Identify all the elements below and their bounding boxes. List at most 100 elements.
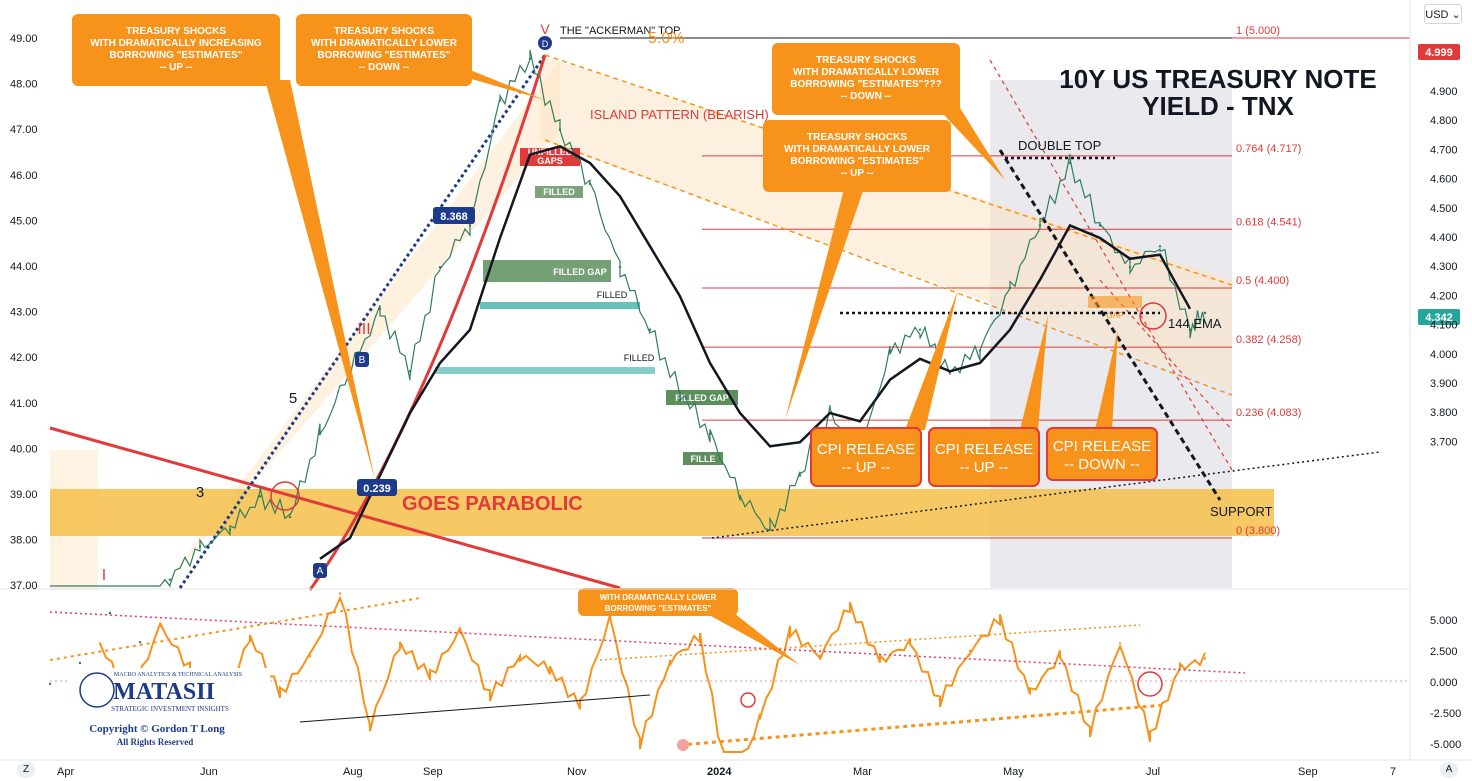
price-point [498, 99, 502, 102]
cpi-3-pointer [1095, 330, 1118, 430]
y-tick-left: 45.00 [10, 215, 38, 227]
callout-3-line-1: TREASURY SHOCKS [816, 55, 916, 66]
price-point [528, 57, 532, 61]
x-tick: May [1003, 766, 1024, 778]
y-tick-left: 46.00 [10, 170, 38, 182]
price-point [138, 640, 142, 644]
filled-box-1 [535, 186, 583, 198]
price-point [888, 349, 892, 352]
osc-y-tick: -2.500 [1430, 708, 1461, 720]
callout-1-line-3: BORROWING "ESTIMATES" [109, 50, 242, 61]
callout-2-box [296, 14, 472, 86]
pivot-a-label: A [317, 566, 324, 577]
unfilled-gaps-label-1: UNFILLED [528, 147, 573, 157]
cpi-boxes: CPI RELEASE -- UP -- CPI RELEASE -- UP -… [810, 290, 1158, 487]
osc-y-tick: 5.000 [1430, 615, 1458, 627]
oscillator-point [1028, 692, 1032, 695]
y-tick-right: 4.000 [1430, 349, 1458, 361]
cpi-2-box [928, 427, 1040, 487]
oscillator-point [338, 592, 342, 595]
wave-I-label: I [102, 567, 106, 584]
oscillator-point [158, 624, 162, 628]
price-point [468, 224, 472, 227]
callout-5-box [578, 588, 738, 616]
fib-label: 0 (3.800) [1236, 525, 1280, 537]
callout-4-line-3: BORROWING "ESTIMATES" [790, 156, 923, 167]
zoom-button[interactable]: Z [17, 762, 35, 778]
oscillator-point [248, 634, 252, 638]
y-tick-left: 38.00 [10, 535, 38, 547]
pivot-b-marker [355, 352, 369, 367]
matasii-logo: MACRO ANALYTICS & TECHNICAL ANALYSIS MAT… [70, 668, 270, 748]
oscillator-point [1148, 734, 1152, 738]
oscillator-point [878, 659, 882, 663]
cpi-1-line-2: -- UP -- [842, 459, 891, 476]
currency-button[interactable]: USD ⌄ [1424, 4, 1462, 24]
price-point [1038, 224, 1042, 227]
oscillator-point [1058, 654, 1062, 658]
oscillator-point [1088, 729, 1092, 733]
pivot-d-marker [538, 36, 552, 50]
badge-0239 [357, 479, 397, 496]
x-tick: Sep [423, 766, 443, 778]
axes: 49.00 48.00 47.00 46.00 45.00 44.00 43.00 42.00… [10, 33, 1461, 778]
cpi-1-box [810, 427, 922, 487]
x-tick: 2024 [707, 766, 732, 778]
badge-0239-label: 0.239 [363, 483, 391, 495]
oscillator-point [818, 654, 822, 658]
wave-3-label: 3 [196, 484, 204, 501]
circle-marker-2 [1139, 302, 1167, 330]
wave-III-label: III [357, 321, 370, 338]
osc-y-tick: -5.000 [1430, 739, 1461, 751]
price-point [258, 495, 262, 498]
callout-2-line-1: TREASURY SHOCKS [334, 26, 434, 37]
cpi-2-line-2: -- UP -- [960, 459, 1009, 476]
callout-1-line-1: TREASURY SHOCKS [126, 26, 226, 37]
price-point [978, 349, 982, 352]
y-tick-right: 3.800 [1430, 407, 1458, 419]
x-tick: Jun [200, 766, 218, 778]
callout-1-pointer [265, 80, 375, 480]
five-pct-label: 5.0% [648, 30, 684, 47]
oscillator-point [758, 717, 762, 720]
price-point [708, 432, 712, 436]
callout-4-line-1: TREASURY SHOCKS [807, 132, 907, 143]
price-point [1098, 224, 1102, 227]
osc-y-tick: 2.500 [1430, 646, 1458, 658]
filled-gap-box-1 [483, 260, 611, 282]
fib-label: 0.618 (4.541) [1236, 216, 1301, 228]
auto-scale-button[interactable]: A [1440, 762, 1458, 778]
y-tick-left: 49.00 [10, 33, 38, 45]
breakdown-line [998, 149, 1222, 501]
fib-label: 0.236 (4.083) [1236, 407, 1301, 419]
goes-parabolic-label: GOES PARABOLIC [402, 493, 583, 515]
price-point [648, 328, 652, 331]
oscillator-point [428, 674, 432, 678]
y-tick-left: 48.00 [10, 79, 38, 91]
callout-3-line-2: WITH DRAMATICALLY LOWER [793, 67, 940, 78]
circle-marker-1 [270, 481, 300, 511]
price-point [678, 390, 682, 394]
price-point [588, 182, 592, 186]
oscillator-point [308, 654, 312, 658]
y-tick-right: 4.400 [1430, 232, 1458, 244]
vitruvian-icon [79, 672, 115, 708]
oscillator-point [938, 699, 942, 703]
x-tick: Jul [1146, 766, 1160, 778]
filled-label-2: FILLED [597, 290, 628, 300]
ema-label: 144 EMA [1168, 316, 1222, 331]
price-point [798, 474, 802, 477]
osc-circle-1 [677, 739, 689, 751]
price-point [198, 545, 202, 548]
y-tick-right: 3.700 [1430, 436, 1458, 448]
cpi-2-line-1: CPI RELEASE [935, 441, 1033, 458]
osc-resistance [49, 611, 1246, 674]
logo-rights: All Rights Reserved [117, 737, 194, 747]
price-point [168, 578, 172, 581]
fib-label: 1 (5.000) [1236, 25, 1280, 37]
target-price-tag [1418, 44, 1460, 60]
oscillator-point [1203, 657, 1207, 660]
oscillator-point [998, 617, 1002, 620]
price-series-line [50, 49, 1206, 588]
